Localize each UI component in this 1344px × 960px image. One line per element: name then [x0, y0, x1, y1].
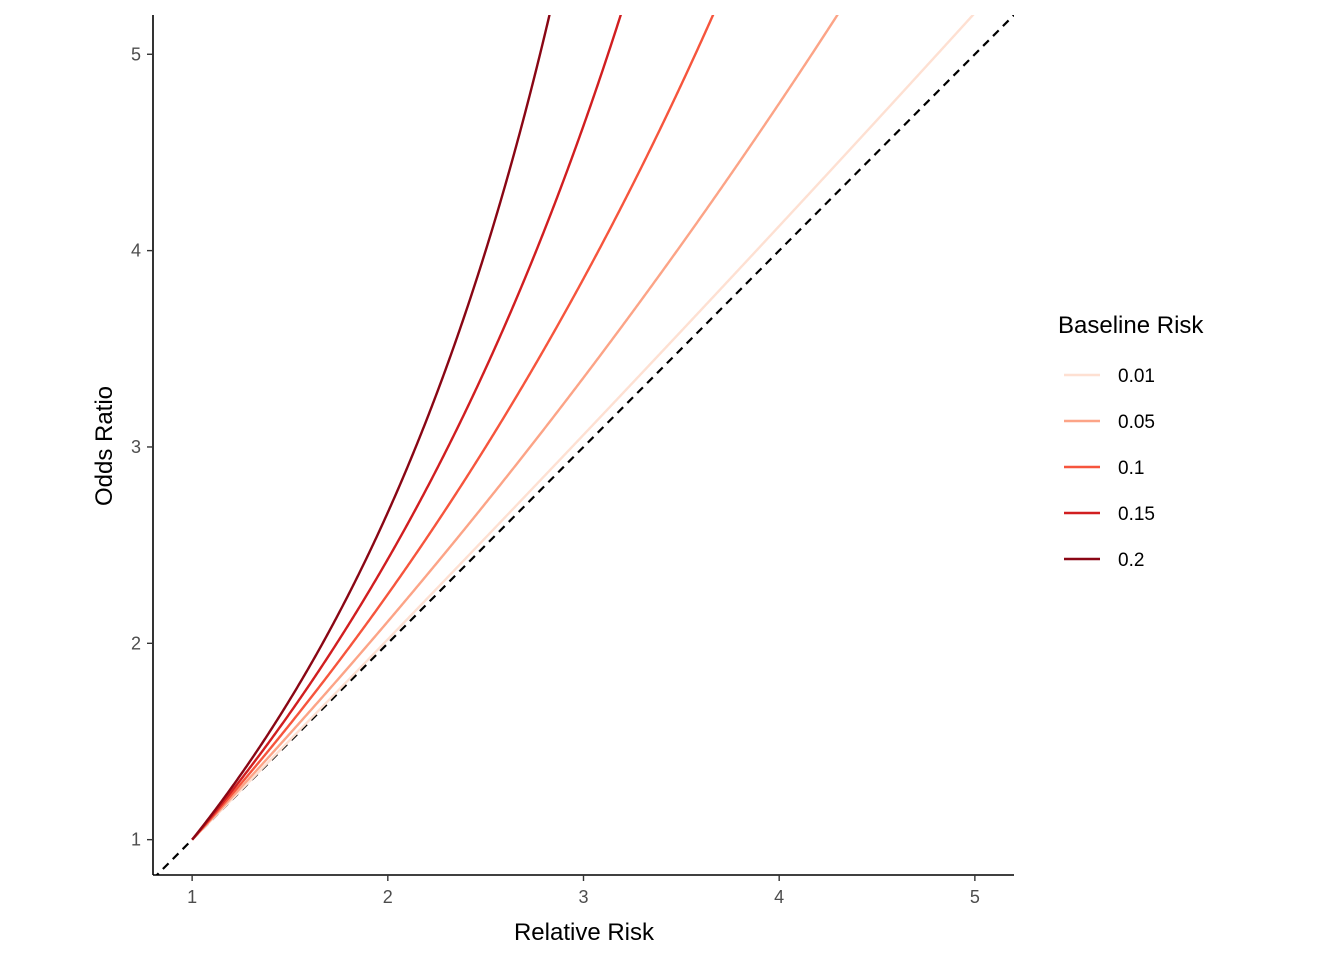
legend-label-0-2: 0.2 [1118, 550, 1144, 571]
series-line-0-15 [191, 15, 622, 841]
legend-title: Baseline Risk [1058, 312, 1204, 339]
x-tick-label-1: 1 [187, 887, 197, 907]
series-line-0-01 [191, 15, 975, 841]
legend-label-0-15: 0.15 [1118, 504, 1155, 525]
y-tick-label-2: 2 [131, 633, 141, 653]
y-tick-label-3: 3 [131, 437, 141, 457]
legend-label-0-01: 0.01 [1118, 366, 1155, 387]
legend-label-0-05: 0.05 [1118, 412, 1155, 433]
x-tick-label-2: 2 [383, 887, 393, 907]
x-tick-label-3: 3 [578, 887, 588, 907]
y-axis-title: Odds Ratio [91, 386, 118, 506]
y-tick-label-5: 5 [131, 44, 141, 64]
x-tick-label-5: 5 [970, 887, 980, 907]
series-line-0-2 [191, 15, 551, 841]
x-axis-title: Relative Risk [514, 919, 655, 946]
y-tick-label-1: 1 [131, 830, 141, 850]
legend-label-0-1: 0.1 [1118, 458, 1144, 479]
legend: Baseline Risk 0.01 0.05 0.1 0.15 0.2 [1058, 312, 1204, 571]
x-tick-label-4: 4 [774, 887, 784, 907]
series-line-0-05 [191, 15, 839, 841]
ticks-layer: 1 2 3 4 5 1 2 3 4 5 [131, 44, 980, 907]
y-tick-label-4: 4 [131, 241, 141, 261]
series-layer [191, 15, 975, 841]
series-line-0-1 [191, 15, 715, 841]
